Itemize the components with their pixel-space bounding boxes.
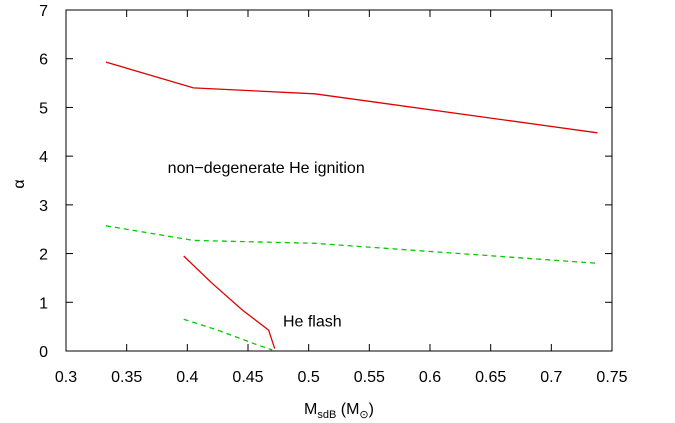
annotation-0: non−degenerate He ignition [168,160,365,177]
series-line-3 [183,318,273,351]
x-axis-label-unit-close: ) [369,401,374,418]
x-axis-label-unit-sub: ⊙ [359,409,368,421]
series-line-0 [105,61,598,134]
series-line-1 [105,225,598,264]
x-tick-label: 0.6 [419,369,441,386]
x-tick-label: 0.75 [596,369,627,386]
y-axis-label: α [11,179,28,188]
annotation-layer: non−degenerate He ignition He flash [168,160,365,330]
x-tick-label: 0.4 [176,369,198,386]
x-tick-label: 0.45 [232,369,263,386]
x-axis-label-unit-open: (M [336,401,359,418]
x-tick-label: 0.55 [354,369,385,386]
y-tick-label: 4 [39,149,48,166]
x-tick-label: 0.3 [55,369,77,386]
annotation-1: He flash [283,314,342,331]
y-tick-label: 0 [39,344,48,361]
y-tick-label: 3 [39,198,48,215]
x-axis-label-main: M [304,401,317,418]
y-tick-label: 2 [39,247,48,264]
series-layer [105,61,598,351]
x-tick-label: 0.35 [111,369,142,386]
series-line-2 [183,255,276,349]
plot-frame [65,9,613,352]
x-tick-label: 0.7 [540,369,562,386]
tick-layer: 0.3 0.35 0.4 0.45 0.5 0.55 0.6 0.65 0.7 0.75 0 1 2 3 4… [39,3,628,386]
y-tick-label: 6 [39,52,48,69]
x-axis-label-sub: sdB [317,409,336,421]
x-tick-label: 0.65 [475,369,506,386]
y-tick-label: 7 [39,3,48,20]
y-tick-label: 1 [39,295,48,312]
x-axis-label: MsdB (M⊙) [304,401,374,421]
y-tick-label: 5 [39,100,48,117]
x-tick-label: 0.5 [298,369,320,386]
